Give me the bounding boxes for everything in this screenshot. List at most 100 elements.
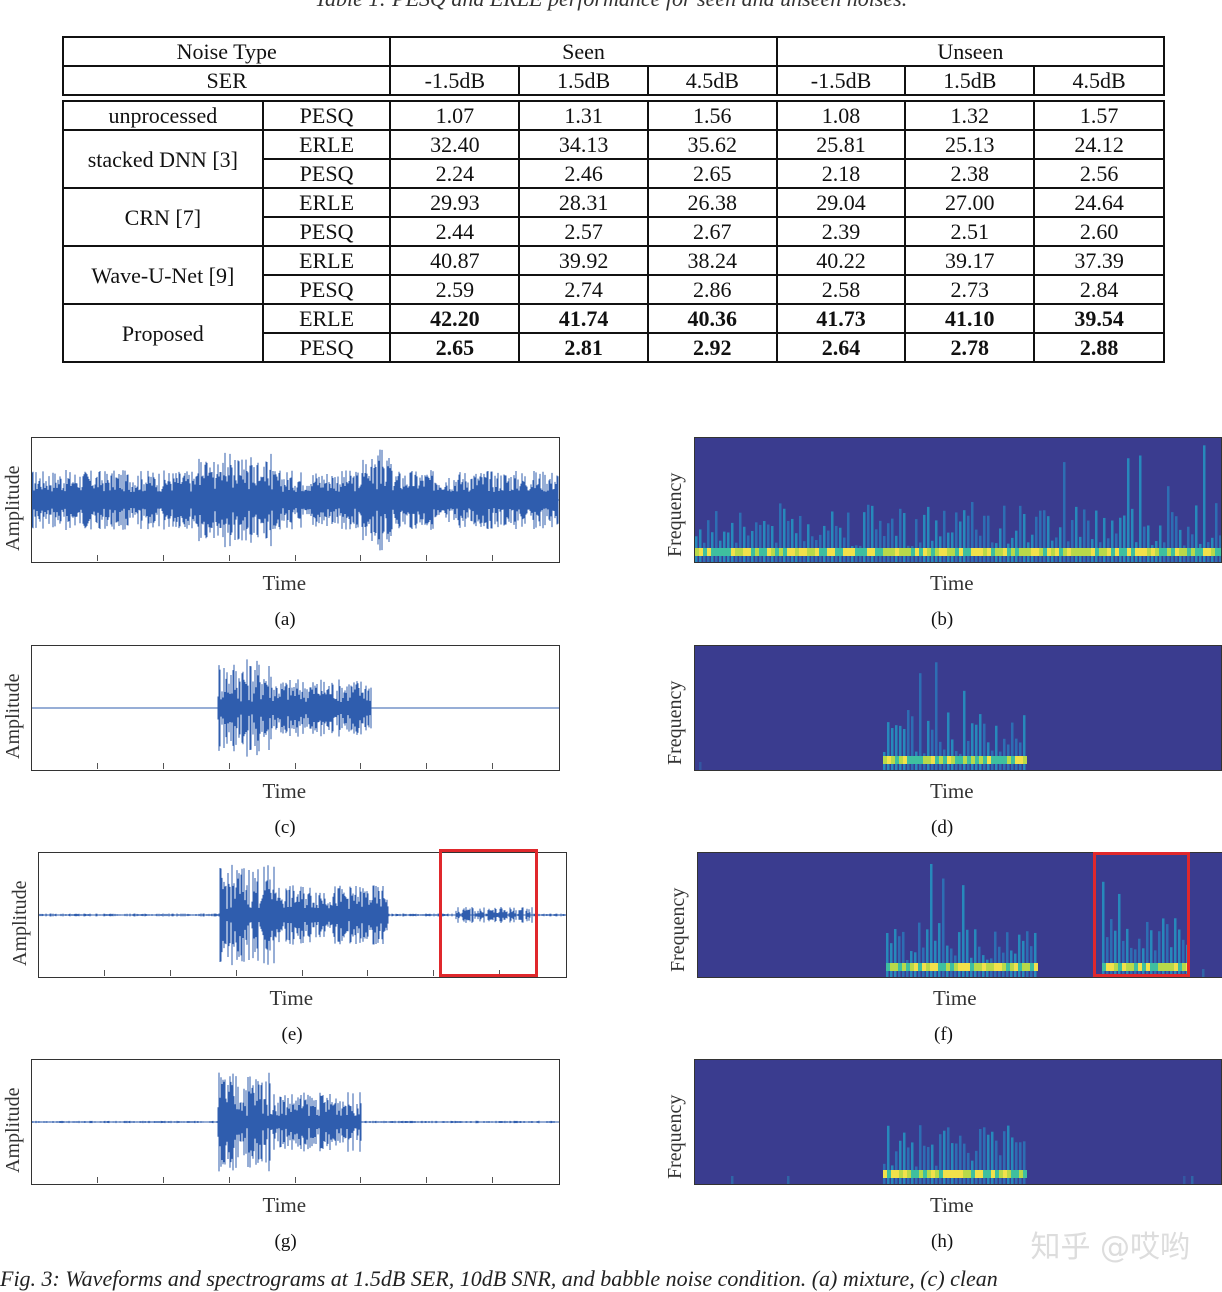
axis-tick (162, 555, 164, 561)
table-row: stacked DNN [3] ERLE 32.40 34.13 35.62 25.81 2… (62, 129, 1165, 189)
metric-value: 39.17 (904, 245, 1036, 276)
axis-tick (492, 763, 494, 769)
metric-value: 41.74 (518, 303, 649, 334)
metric-name: ERLE (261, 129, 392, 160)
axis-tick (294, 555, 296, 561)
axis-tick (96, 555, 98, 561)
metric-value: 2.88 (1033, 332, 1165, 363)
frequency-axis-label: Frequency (664, 680, 686, 765)
watermark: 知乎 @哎哟 (1030, 1230, 1190, 1265)
waveform-plot (38, 852, 567, 978)
waveform-trace (39, 864, 566, 966)
metric-value: 2.86 (646, 274, 778, 305)
metric-value: 2.58 (775, 274, 907, 305)
spectrogram-plot (694, 1059, 1222, 1185)
axis-tick (426, 1177, 428, 1183)
metric-value: 41.73 (775, 303, 907, 334)
spectrogram-plot (694, 645, 1222, 771)
metric-value: 2.57 (518, 216, 649, 247)
time-axis-label: Time (262, 1193, 307, 1217)
axis-tick (360, 763, 362, 769)
axis-tick (294, 763, 296, 769)
time-axis-label: Time (262, 571, 307, 595)
spectrogram-image (695, 445, 1221, 562)
metric-value: 2.64 (775, 332, 907, 363)
axis-tick (103, 970, 105, 976)
results-table: Noise Type Seen Unseen SER -1.5dB 1.5dB 4.5dB -… (61, 36, 1166, 363)
metric-value: 1.57 (1033, 100, 1165, 131)
metric-value: 29.93 (389, 187, 521, 218)
frequency-axis-label: Frequency (664, 472, 686, 557)
metric-value: 2.44 (389, 216, 521, 247)
unseen-header: Unseen (775, 36, 1166, 67)
axis-tick (235, 970, 237, 976)
metric-value: 2.73 (904, 274, 1036, 305)
metric-value: 2.51 (904, 216, 1036, 247)
axis-tick (426, 555, 428, 561)
method-name: stacked DNN [3] (62, 129, 264, 189)
frequency-axis-label: Frequency (667, 887, 689, 972)
metric-value: 1.08 (775, 100, 907, 131)
metric-value: 24.64 (1033, 187, 1165, 218)
waveform-plot (31, 437, 560, 563)
subfigure-label: (c) (274, 817, 296, 838)
metric-value: 2.65 (646, 158, 778, 189)
metric-value: 40.36 (646, 303, 778, 334)
metric-value: 38.24 (646, 245, 778, 276)
metric-value: 2.78 (904, 332, 1036, 363)
axis-tick (96, 1177, 98, 1183)
amplitude-axis-label: Amplitude (9, 880, 31, 966)
method-name: Wave-U-Net [9] (62, 245, 264, 305)
metric-value: 42.20 (389, 303, 521, 334)
axis-tick (492, 1177, 494, 1183)
axis-tick (162, 763, 164, 769)
ser-column-header: -1.5dB (775, 65, 907, 96)
metric-value: 2.74 (518, 274, 649, 305)
amplitude-axis-label: Amplitude (2, 465, 24, 551)
metric-value: 25.81 (775, 129, 907, 160)
time-axis-label: Time (262, 779, 307, 803)
table-row: CRN [7] ERLE 29.93 28.31 26.38 29.04 27.00 24.6… (62, 187, 1165, 247)
metric-name: PESQ (261, 332, 392, 363)
metric-value: 2.24 (389, 158, 521, 189)
spectrogram-plot (697, 852, 1222, 978)
metric-value: 24.12 (1033, 129, 1165, 160)
axis-tick (228, 763, 230, 769)
spectrogram-image (731, 1125, 1194, 1184)
waveform-trace (32, 449, 559, 551)
subfigure-label: (e) (281, 1024, 303, 1045)
axis-tick (96, 763, 98, 769)
ser-label: SER (61, 65, 392, 96)
method-name: Proposed (62, 303, 264, 363)
axis-tick (499, 970, 501, 976)
highlight-box (1093, 852, 1190, 977)
subfigure-label: (d) (931, 817, 954, 838)
subfigure-label: (b) (931, 609, 954, 630)
ser-column-header: 4.5dB (1033, 65, 1165, 96)
ser-column-header: 1.5dB (518, 65, 649, 96)
metric-name: PESQ (261, 216, 392, 247)
axis-tick (360, 1177, 362, 1183)
metric-value: 1.32 (904, 100, 1036, 131)
metric-value: 2.65 (389, 332, 521, 363)
metric-value: 41.10 (904, 303, 1036, 334)
metric-name: ERLE (261, 245, 392, 276)
table-row: Proposed ERLE 42.20 41.74 40.36 41.73 41.10 39.… (62, 303, 1165, 363)
method-name: unprocessed (62, 100, 264, 131)
metric-value: 28.31 (518, 187, 649, 218)
table-row: PESQ 2.65 2.81 2.92 2.64 2.78 2.88 (63, 332, 1165, 363)
subfigure-label: (f) (934, 1024, 953, 1045)
metric-value: 2.39 (775, 216, 907, 247)
spectrogram-image (886, 863, 1205, 977)
metric-value: 2.38 (904, 158, 1036, 189)
seen-header: Seen (389, 36, 778, 67)
waveform-trace (32, 1072, 559, 1172)
axis-tick (294, 1177, 296, 1183)
spectrogram-image (699, 662, 1027, 770)
noise-type-label: Noise Type (61, 36, 392, 67)
metric-value: 1.31 (518, 100, 649, 131)
axis-tick (360, 555, 362, 561)
table-row: Wave-U-Net [9] ERLE 40.87 39.92 38.24 40.22 39… (62, 245, 1165, 305)
waveform-plot (31, 645, 560, 771)
metric-value: 2.18 (775, 158, 907, 189)
